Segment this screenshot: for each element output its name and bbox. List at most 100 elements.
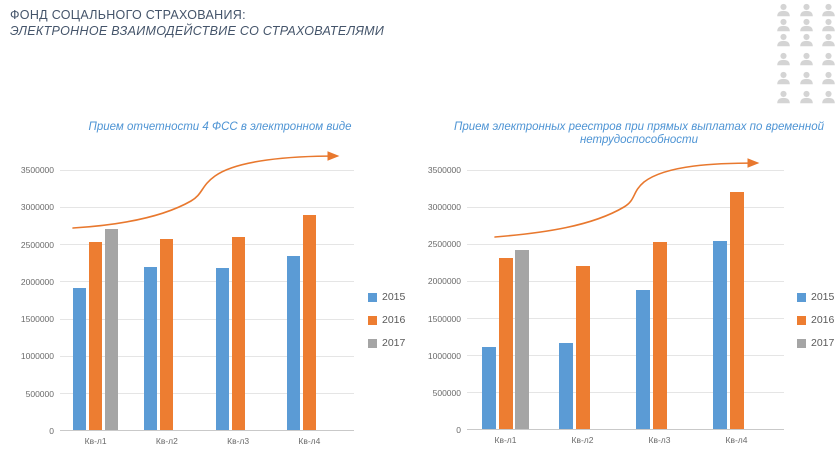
x-axis-label: Кв-л1 — [84, 436, 107, 446]
y-axis-label: 2000000 — [427, 276, 461, 287]
y-axis-label: 0 — [49, 426, 54, 436]
bar-2016-кв-л3 — [231, 236, 245, 430]
bar-2015-кв-л4 — [286, 256, 300, 430]
legend-item: 2015 — [797, 292, 834, 302]
person-icon — [821, 18, 838, 32]
y-axis-label: 500000 — [25, 388, 54, 399]
chart-title: Прием отчетности 4 ФСС в электронном вид… — [88, 121, 352, 133]
legend-swatch — [797, 338, 806, 348]
slide-title-line2: ЭЛЕКТРОННОЕ ВЗАИМОДЕЙСТВИЕ СО СТРАХОВАТЕ… — [10, 24, 385, 38]
person-icon — [799, 48, 816, 66]
y-axis-label: 2000000 — [20, 276, 54, 287]
gridline — [60, 244, 354, 246]
bar-chart-fss-reports: Прием отчетности 4 ФСС в электронном вид… — [21, 115, 415, 450]
gridline — [467, 392, 784, 394]
person-icon — [799, 33, 816, 47]
legend-swatch — [368, 292, 377, 302]
legend-item: 2016 — [368, 315, 405, 325]
y-axis-label: 1000000 — [20, 351, 54, 362]
legend-swatch — [797, 315, 806, 325]
legend-label: 2015 — [382, 291, 406, 303]
person-icon — [776, 48, 793, 66]
bar-2016-кв-л4 — [302, 214, 316, 430]
bar-chart-registries: Прием электронных реестров при прямых вы… — [428, 115, 838, 450]
bar-2015-кв-л1 — [73, 288, 87, 430]
gridline — [467, 243, 784, 245]
person-icon — [799, 18, 816, 32]
gridline — [60, 206, 354, 208]
gridline — [467, 355, 784, 357]
bar-2016-кв-л4 — [729, 192, 744, 429]
y-axis-label: 3500000 — [427, 165, 461, 175]
person-icon — [776, 67, 793, 85]
x-axis-label: Кв-л2 — [155, 436, 178, 446]
bar-2015-кв-л3 — [215, 268, 229, 430]
person-icon — [776, 86, 793, 104]
bar-2015-кв-л2 — [144, 266, 158, 430]
legend-label: 2017 — [382, 337, 406, 349]
person-icon — [821, 33, 838, 47]
person-icon — [776, 3, 793, 17]
bar-2016-кв-л1 — [89, 242, 103, 430]
legend-item: 2015 — [368, 292, 405, 302]
person-icon — [821, 67, 838, 85]
gridline — [467, 280, 784, 282]
person-icon — [799, 3, 816, 17]
gridline — [60, 355, 354, 357]
gridline — [60, 393, 354, 395]
slide-header: ФОНД СОЦАЛЬНОГО СТРАХОВАНИЯ: ЭЛЕКТРОННОЕ… — [10, 7, 384, 39]
plot-area: 0 500000 1000000 1500000 2000000 2500000 30000… — [21, 165, 354, 446]
slide-title-line1: ФОНД СОЦАЛЬНОГО СТРАХОВАНИЯ: — [10, 8, 246, 22]
person-icon — [776, 33, 793, 47]
chart-title: Прием электронных реестров при прямых вы… — [454, 121, 824, 146]
legend-item: 2017 — [797, 338, 834, 348]
plot-area: 0 500000 1000000 1500000 2000000 2500000 30000… — [428, 165, 784, 445]
x-axis-label: Кв-л1 — [494, 435, 517, 445]
legend-label: 2017 — [811, 337, 835, 349]
person-icon — [776, 18, 793, 32]
legend: 2015 2016 2017 — [368, 292, 405, 361]
x-axis-label: Кв-л4 — [298, 436, 321, 446]
person-icon — [821, 48, 838, 66]
bar-2015-кв-л4 — [713, 241, 727, 429]
legend-label: 2016 — [811, 314, 835, 326]
legend-item: 2017 — [368, 338, 405, 348]
person-icon — [821, 86, 838, 104]
gridline — [60, 318, 354, 320]
legend-swatch — [368, 338, 377, 348]
y-axis-label: 3000000 — [427, 202, 461, 213]
gridline — [60, 169, 354, 171]
bar-2017-кв-л1 — [105, 229, 119, 430]
bar-2017-кв-л1 — [515, 249, 529, 429]
bar-2015-кв-л1 — [482, 346, 496, 429]
x-axis-line — [467, 429, 784, 430]
y-axis-label: 1000000 — [427, 350, 461, 361]
x-axis-label: Кв-л4 — [725, 435, 748, 445]
y-axis-label: 3000000 — [20, 202, 54, 213]
y-axis-label: 3500000 — [20, 165, 54, 175]
y-axis-label: 500000 — [432, 387, 461, 398]
bar-2015-кв-л2 — [559, 342, 573, 429]
bar-2015-кв-л3 — [636, 290, 650, 429]
gridline — [467, 169, 784, 171]
legend-label: 2016 — [382, 314, 406, 326]
person-icon — [799, 86, 816, 104]
legend-item: 2016 — [797, 315, 834, 325]
legend-swatch — [368, 315, 377, 325]
y-axis-label: 1500000 — [20, 314, 54, 325]
person-icon — [821, 3, 838, 17]
y-axis-label: 2500000 — [427, 239, 461, 250]
bar-2016-кв-л1 — [498, 258, 513, 429]
legend-swatch — [797, 292, 806, 302]
person-icon — [799, 67, 816, 85]
x-axis-label: Кв-л3 — [648, 435, 671, 445]
gridline — [60, 281, 354, 283]
x-axis-label: Кв-л2 — [571, 435, 594, 445]
y-axis-label: 0 — [456, 425, 461, 435]
legend: 2015 2016 2017 — [797, 292, 834, 361]
bar-2016-кв-л2 — [160, 239, 174, 430]
x-axis-label: Кв-л3 — [227, 436, 250, 446]
gridline — [467, 318, 784, 320]
bar-2016-кв-л2 — [575, 266, 590, 429]
